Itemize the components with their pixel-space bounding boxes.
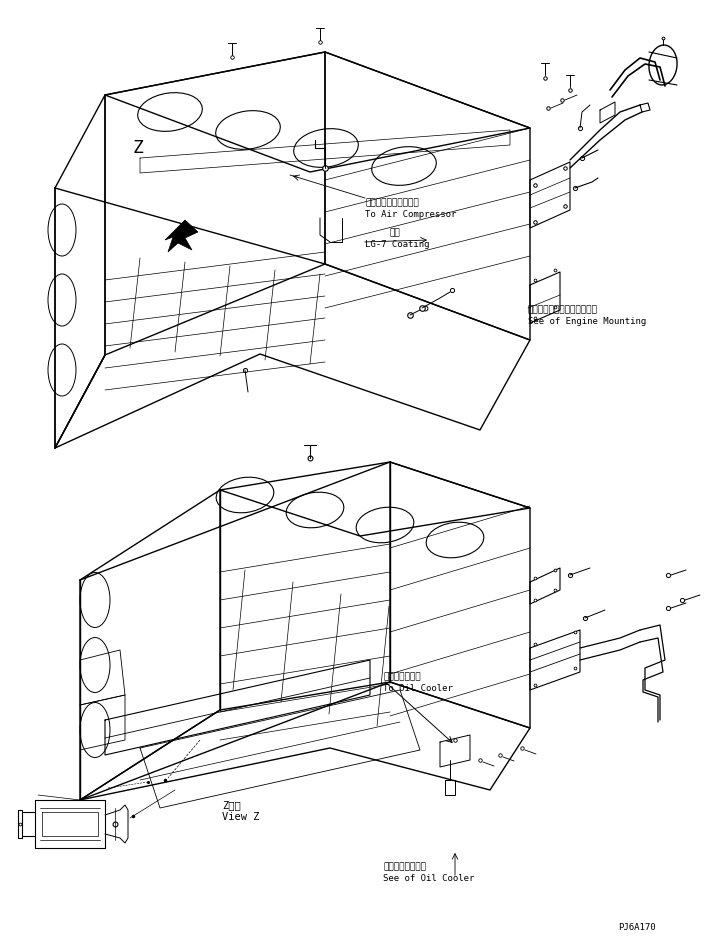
Text: View Z: View Z <box>222 812 260 822</box>
Text: 塗布: 塗布 <box>390 228 401 237</box>
Polygon shape <box>165 220 198 252</box>
Text: See of Oil Cooler: See of Oil Cooler <box>383 874 474 883</box>
Text: Z: Z <box>133 139 143 157</box>
Text: PJ6A170: PJ6A170 <box>618 923 656 933</box>
Text: To Oil Cooler: To Oil Cooler <box>383 684 453 693</box>
Text: To Air Compressor: To Air Compressor <box>365 210 456 219</box>
Text: オイルクーラへ: オイルクーラへ <box>383 672 421 681</box>
Text: エアーコンプレッサへ: エアーコンプレッサへ <box>365 198 419 207</box>
Text: See of Engine Mounting: See of Engine Mounting <box>528 317 646 326</box>
Text: エンジンマウンティング参照: エンジンマウンティング参照 <box>528 305 598 314</box>
Text: Z　視: Z 視 <box>222 800 241 810</box>
Text: LG-7 Coating: LG-7 Coating <box>365 240 429 249</box>
Text: オイルクーラ参照: オイルクーラ参照 <box>383 862 426 871</box>
